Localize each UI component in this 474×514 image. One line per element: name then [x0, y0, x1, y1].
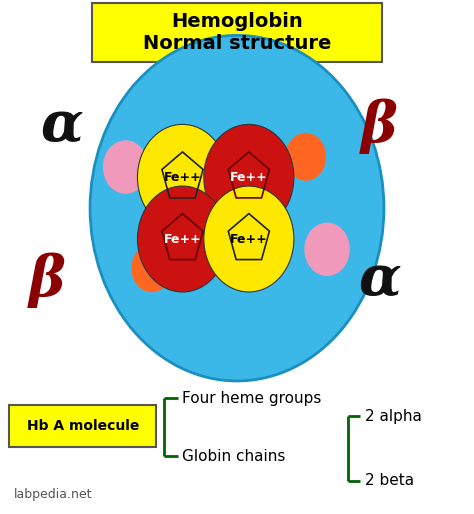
- FancyBboxPatch shape: [9, 405, 156, 447]
- Text: Fe++: Fe++: [164, 232, 201, 246]
- Text: Fe++: Fe++: [230, 232, 268, 246]
- Text: Four heme groups: Four heme groups: [182, 391, 322, 406]
- Ellipse shape: [204, 124, 294, 230]
- Text: labpedia.net: labpedia.net: [14, 488, 93, 501]
- Text: β: β: [361, 98, 398, 154]
- Ellipse shape: [304, 223, 350, 276]
- Text: Hemoglobin
Normal structure: Hemoglobin Normal structure: [143, 12, 331, 52]
- Ellipse shape: [103, 140, 148, 194]
- Text: Fe++: Fe++: [230, 171, 268, 184]
- Ellipse shape: [137, 186, 228, 292]
- FancyBboxPatch shape: [92, 3, 382, 62]
- Ellipse shape: [131, 244, 172, 292]
- Ellipse shape: [285, 133, 326, 181]
- Text: Fe++: Fe++: [164, 171, 201, 184]
- Text: β: β: [29, 252, 66, 308]
- Text: 2 beta: 2 beta: [365, 473, 414, 488]
- Text: Globin chains: Globin chains: [182, 449, 286, 464]
- Ellipse shape: [90, 35, 384, 381]
- Text: α: α: [40, 98, 83, 154]
- Text: Hb A molecule: Hb A molecule: [27, 419, 139, 433]
- Text: α: α: [358, 252, 401, 308]
- Ellipse shape: [204, 186, 294, 292]
- Ellipse shape: [137, 124, 228, 230]
- Text: 2 alpha: 2 alpha: [365, 409, 422, 424]
